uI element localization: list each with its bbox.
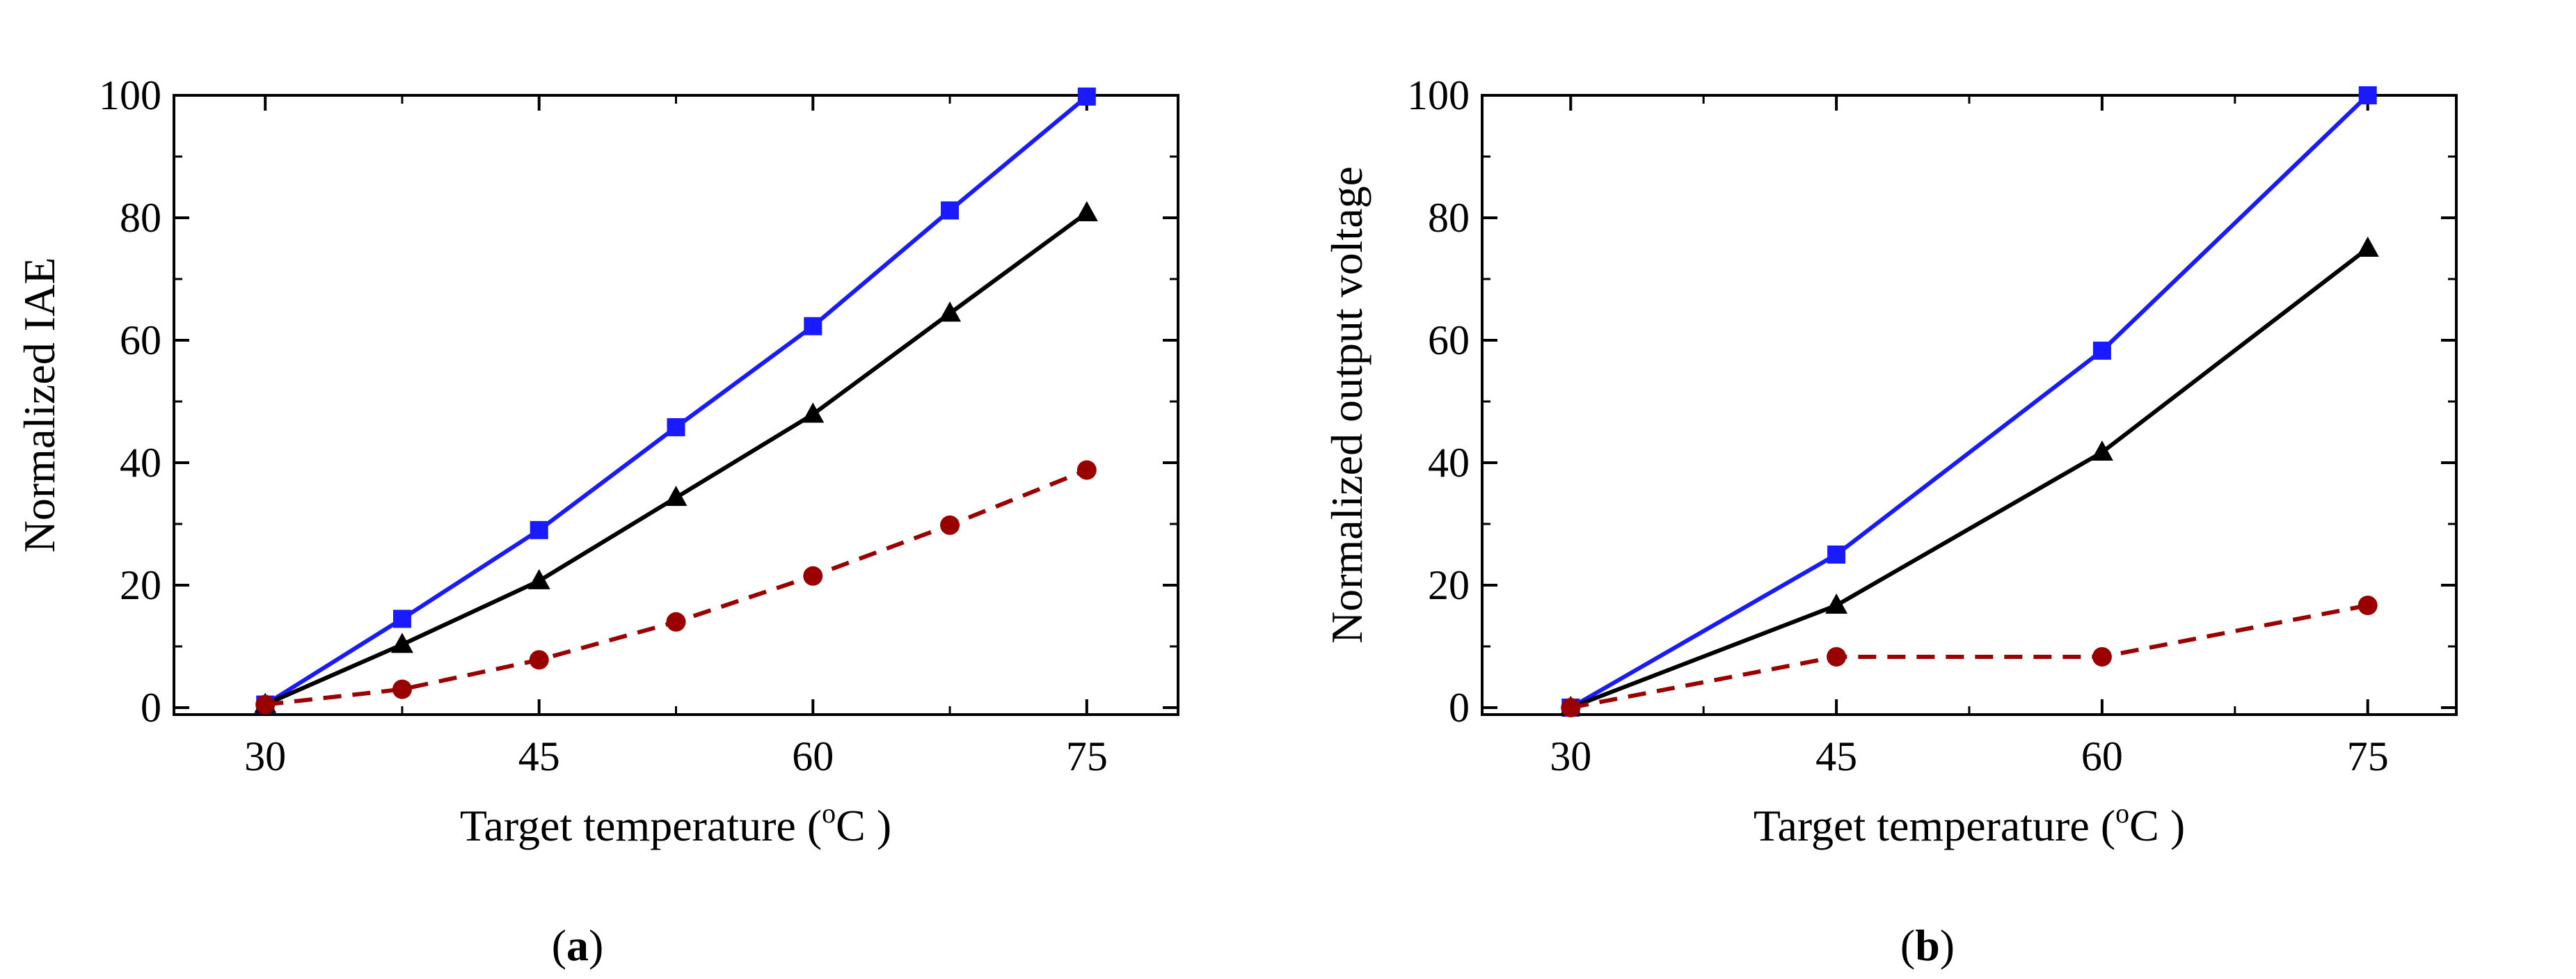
y-tick-label: 0 <box>1449 685 1470 731</box>
x-axis-title-a: Target temperature (oC ) <box>460 797 891 850</box>
panel-label-a: (a) <box>552 921 604 970</box>
ticks-a: 30 45 60 75 0 20 40 60 80 100 <box>99 72 1178 779</box>
y-tick-label: 60 <box>120 317 161 363</box>
black-triangles-point <box>390 632 413 653</box>
black-triangles-point <box>1825 594 1848 614</box>
red-circles-line <box>1570 603 2369 710</box>
red-circles-point <box>2358 596 2378 616</box>
markers-b <box>1559 86 2379 717</box>
y-tick-label: 20 <box>1428 562 1470 608</box>
red-circles-point <box>1561 698 1581 717</box>
black-triangles-point <box>1075 200 1098 221</box>
red-circles-point <box>2092 646 2112 667</box>
blue-squares-point <box>1827 546 1846 564</box>
x-tick-label: 45 <box>1815 733 1857 779</box>
panel-label-b: (b) <box>1900 921 1955 970</box>
x-tick-label: 45 <box>518 733 560 779</box>
red-circles-point <box>940 515 960 535</box>
red-circles-point <box>392 679 412 699</box>
black-triangles-point <box>2356 237 2379 257</box>
blue-squares-point <box>667 417 685 436</box>
x-tick-label: 60 <box>792 733 834 779</box>
plot-frame-b <box>1481 94 2458 716</box>
blue-squares-point <box>941 201 960 220</box>
y-axis-title-a: Normalized IAE <box>15 257 64 553</box>
blue-squares-point <box>2358 86 2377 104</box>
red-circles-point <box>803 566 823 586</box>
red-circles-point <box>1827 646 1847 667</box>
ticks-b: 30 45 60 75 0 20 40 60 80 100 <box>1407 72 2456 779</box>
y-tick-label: 60 <box>1428 317 1470 363</box>
y-tick-label: 100 <box>1407 72 1470 118</box>
x-tick-label: 30 <box>1550 733 1591 779</box>
x-tick-label: 30 <box>244 733 286 779</box>
panel-b: 30 45 60 75 0 20 40 60 80 100 Normalized output v… <box>1322 72 2458 970</box>
x-axis-title-b: Target temperature (oC ) <box>1754 797 2185 850</box>
y-tick-label: 40 <box>120 440 161 486</box>
panel-a: 30 45 60 75 0 20 40 60 80 100 Normalized IAE Targ… <box>15 72 1179 970</box>
red-circles-point <box>255 694 276 715</box>
black-triangles-point <box>527 568 550 589</box>
blue-squares-point <box>804 317 822 335</box>
y-axis-title-b: Normalized output voltage <box>1322 166 1372 644</box>
y-tick-label: 80 <box>120 195 161 241</box>
y-tick-label: 20 <box>120 562 161 608</box>
black-triangles-point <box>802 402 825 423</box>
x-tick-label: 60 <box>2081 733 2123 779</box>
y-tick-label: 0 <box>141 685 161 731</box>
y-tick-label: 100 <box>99 72 161 118</box>
blue-squares-line <box>1569 93 2369 710</box>
red-circles-point <box>1076 460 1097 480</box>
red-circles-point <box>529 650 549 670</box>
blue-squares-point <box>2092 341 2111 360</box>
black-triangles-point <box>2090 440 2113 461</box>
blue-squares-point <box>1077 87 1096 106</box>
blue-squares-point <box>392 610 411 628</box>
y-tick-label: 80 <box>1428 195 1470 241</box>
red-circles-point <box>666 612 686 632</box>
black-triangles-point <box>665 486 687 507</box>
x-tick-label: 75 <box>2347 733 2389 779</box>
black-triangles-line <box>1570 246 2369 710</box>
y-tick-label: 40 <box>1428 440 1470 486</box>
markers-a <box>254 87 1098 715</box>
series-lines-b <box>1569 93 2369 710</box>
blue-squares-point <box>530 520 548 539</box>
black-triangles-point <box>939 301 962 322</box>
x-tick-label: 75 <box>1066 733 1108 779</box>
